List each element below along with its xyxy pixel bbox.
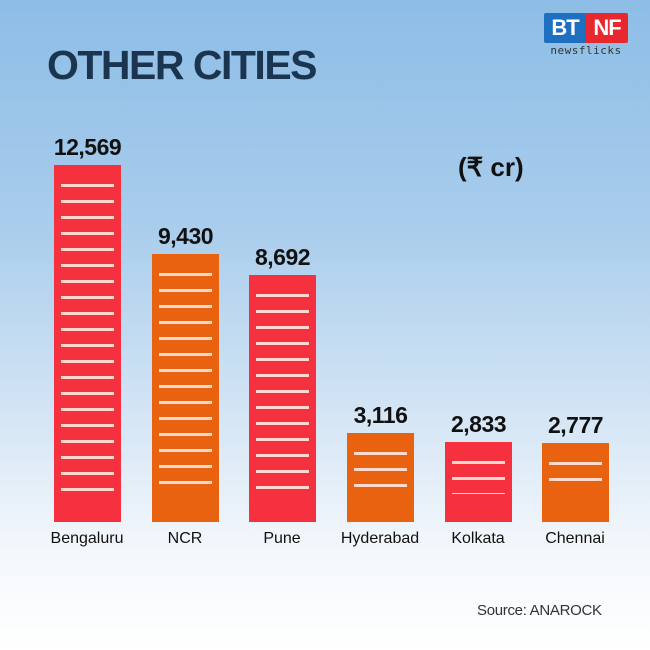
bar-bengaluru	[54, 165, 121, 522]
bar-value-label: 2,833	[450, 411, 507, 437]
unit-label: (₹ cr)	[458, 152, 524, 182]
chart-title: OTHER CITIES	[47, 42, 318, 88]
bar-value-label: 3,116	[353, 402, 408, 428]
btnf-logo: BT NF newsflicks	[544, 13, 628, 57]
logo-subtitle: newsflicks	[550, 44, 622, 57]
bar-kolkata	[445, 442, 512, 522]
category-label: Pune	[263, 530, 301, 547]
bar-value-label: 12,569	[53, 134, 122, 160]
source-label: Source: ANAROCK	[477, 602, 602, 619]
bar-pune	[249, 275, 316, 522]
bar-hyderabad	[347, 433, 414, 522]
logo-bt: BT	[544, 13, 586, 43]
bar-value-label: 2,777	[547, 412, 604, 438]
category-label: Kolkata	[451, 530, 505, 547]
category-label: Chennai	[545, 530, 605, 547]
category-label: NCR	[167, 530, 203, 547]
bar-chennai	[542, 443, 609, 522]
bar-ncr	[152, 254, 219, 522]
bar-value-label: 9,430	[157, 223, 214, 249]
logo-nf: NF	[586, 13, 628, 43]
bar-value-label: 8,692	[254, 244, 311, 270]
category-label: Hyderabad	[340, 530, 420, 547]
category-label: Bengaluru	[50, 530, 124, 547]
